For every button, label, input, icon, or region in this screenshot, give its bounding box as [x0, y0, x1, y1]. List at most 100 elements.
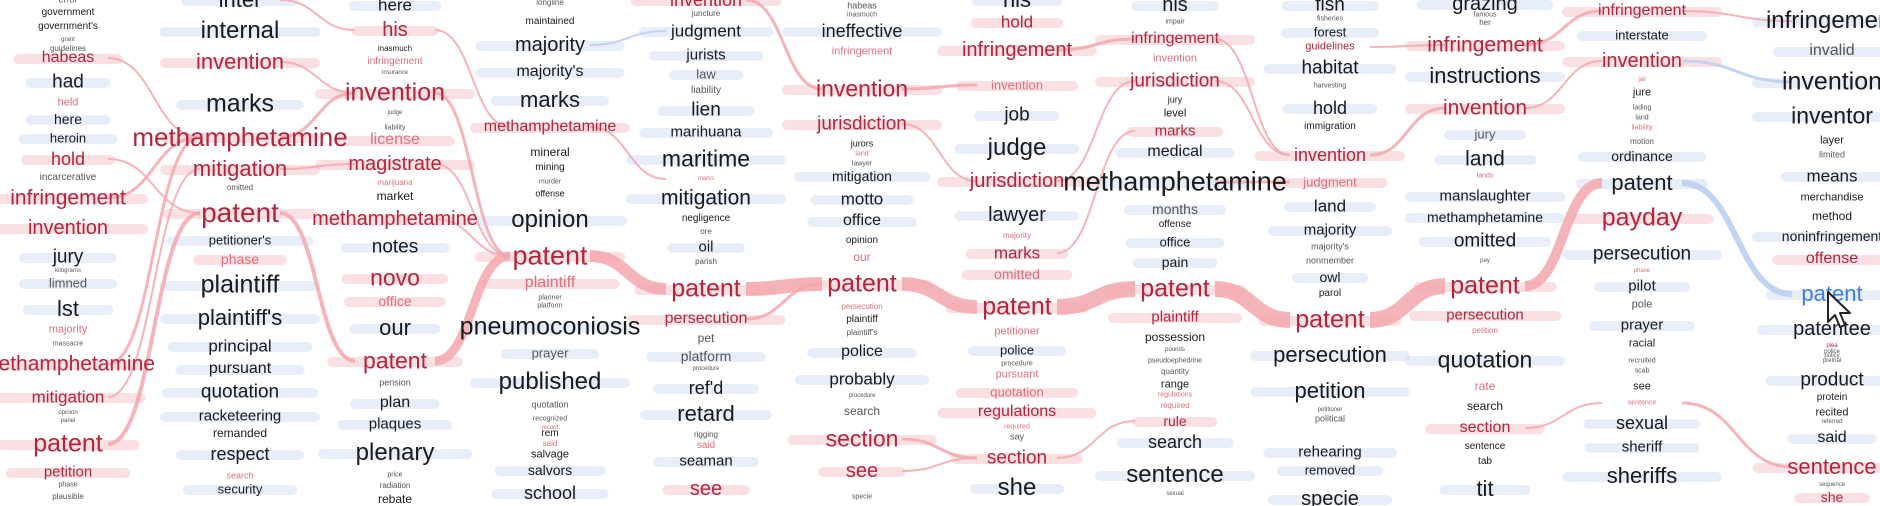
- word-guidelines[interactable]: guidelines: [49, 44, 87, 53]
- word-regulations[interactable]: regulations: [977, 403, 1057, 420]
- word-ordinance[interactable]: ordinance: [1611, 148, 1673, 164]
- word-maritime[interactable]: maritime: [661, 145, 751, 172]
- word-panel[interactable]: panel: [60, 418, 76, 424]
- word-plea[interactable]: plea: [1826, 343, 1838, 349]
- word-opinion[interactable]: opinion: [845, 235, 879, 246]
- word-lien[interactable]: lien: [691, 99, 721, 121]
- word-infringement[interactable]: infringement: [961, 39, 1073, 61]
- word-land[interactable]: land: [1465, 147, 1505, 171]
- word-say[interactable]: say: [1009, 431, 1025, 442]
- word-said[interactable]: said: [1817, 429, 1847, 446]
- word-marks[interactable]: marks: [993, 243, 1041, 263]
- word-ore[interactable]: ore: [700, 227, 712, 236]
- word-phase[interactable]: phase: [220, 251, 260, 267]
- word-invention[interactable]: invention: [815, 75, 909, 102]
- word-persecution[interactable]: persecution: [1446, 306, 1524, 324]
- word-oil[interactable]: oil: [698, 238, 714, 256]
- word-majority[interactable]: majority: [48, 323, 88, 336]
- word-pseudoephedrine[interactable]: pseudoephedrine: [1147, 357, 1203, 365]
- word-our[interactable]: our: [379, 315, 411, 340]
- word-invention[interactable]: invention: [1442, 96, 1528, 120]
- word-sentence[interactable]: sentence: [1787, 454, 1877, 479]
- word-quotation[interactable]: quotation: [531, 399, 569, 410]
- word-regulations[interactable]: regulations: [1157, 391, 1193, 399]
- word-pain[interactable]: pain: [1161, 254, 1189, 270]
- word-possession[interactable]: possession: [1144, 330, 1206, 344]
- word-majority-s[interactable]: majority's: [1311, 241, 1349, 252]
- word-invention[interactable]: invention: [195, 49, 285, 74]
- word-section[interactable]: section: [1459, 419, 1511, 436]
- word-methamphetamine[interactable]: methamphetamine: [1427, 209, 1543, 225]
- word-here[interactable]: here: [53, 111, 83, 127]
- word-invention[interactable]: invention: [1152, 52, 1198, 65]
- word-protein[interactable]: protein: [1816, 392, 1848, 403]
- word-inventor[interactable]: inventor: [1791, 102, 1873, 129]
- word-sentence[interactable]: sentence: [1126, 461, 1224, 488]
- word-record[interactable]: record: [541, 425, 559, 431]
- word-she[interactable]: she: [1820, 489, 1844, 505]
- word-quotation[interactable]: quotation: [1437, 346, 1533, 373]
- word-seaman[interactable]: seaman: [679, 452, 733, 470]
- word-probably[interactable]: probably: [829, 369, 895, 389]
- word-license[interactable]: license: [370, 131, 420, 148]
- word-racketeering[interactable]: racketeering: [198, 407, 282, 425]
- word-marks[interactable]: marks: [1154, 122, 1196, 140]
- word-method[interactable]: method: [1811, 209, 1853, 223]
- word-persecution[interactable]: persecution: [1273, 342, 1387, 367]
- word-hold[interactable]: hold: [1312, 98, 1348, 118]
- word-patent[interactable]: patent: [33, 429, 103, 458]
- word-limned[interactable]: limned: [48, 275, 88, 291]
- word-plaintiff[interactable]: plaintiff: [524, 274, 576, 291]
- word-said[interactable]: said: [696, 440, 716, 451]
- word-grant[interactable]: grant: [61, 37, 75, 43]
- word-petition[interactable]: petition: [1472, 326, 1498, 335]
- word-infringement[interactable]: infringement: [1130, 30, 1220, 47]
- word-fish[interactable]: fish: [1315, 0, 1345, 16]
- word-see[interactable]: see: [689, 478, 723, 500]
- word-patent[interactable]: patent: [201, 197, 279, 228]
- word-longline[interactable]: longline: [536, 0, 564, 7]
- word-procedure[interactable]: procedure: [692, 366, 720, 372]
- word-marks[interactable]: marks: [520, 87, 580, 112]
- word-patent[interactable]: patent: [982, 292, 1052, 321]
- word-search[interactable]: search: [1147, 432, 1203, 452]
- word-here[interactable]: here: [377, 0, 413, 15]
- word-plan[interactable]: plan: [379, 394, 411, 411]
- word-office[interactable]: office: [843, 212, 881, 229]
- word-jurisdiction[interactable]: jurisdiction: [969, 170, 1065, 192]
- word-means[interactable]: means: [1806, 166, 1858, 186]
- word-recruited[interactable]: recruited: [1628, 357, 1656, 365]
- word-majority-s[interactable]: majority's: [516, 63, 584, 80]
- word-jail[interactable]: jail: [1638, 77, 1646, 83]
- word-jure[interactable]: jure: [1632, 86, 1652, 99]
- word-patent[interactable]: patent: [671, 274, 741, 303]
- word-habeas[interactable]: habeas: [41, 49, 95, 66]
- word-sentence[interactable]: sentence: [1464, 441, 1506, 452]
- word-pneumoconiosis[interactable]: pneumoconiosis: [459, 312, 641, 341]
- word-plaintiff[interactable]: plaintiff: [200, 270, 280, 299]
- word-sheriff[interactable]: sheriff: [1621, 438, 1663, 456]
- word-remanded[interactable]: remanded: [212, 426, 268, 440]
- word-prayer[interactable]: prayer: [1620, 316, 1664, 334]
- word-persecution[interactable]: persecution: [841, 302, 883, 311]
- word-pole[interactable]: pole: [1631, 298, 1653, 311]
- word-lst[interactable]: lst: [57, 296, 79, 321]
- word-jurists[interactable]: jurists: [686, 46, 726, 64]
- word-jurisdiction[interactable]: jurisdiction: [1130, 70, 1220, 92]
- word-see[interactable]: see: [845, 460, 879, 482]
- word-published[interactable]: published: [498, 368, 602, 395]
- word-habitat[interactable]: habitat: [1301, 57, 1359, 79]
- word-immigration[interactable]: immigration: [1304, 121, 1356, 132]
- word-inasmuch[interactable]: inasmuch: [377, 44, 413, 53]
- word-referred[interactable]: referred: [1821, 419, 1843, 425]
- word-jurors[interactable]: jurors: [850, 138, 874, 149]
- word-infringement[interactable]: infringement: [10, 186, 126, 210]
- word-forest[interactable]: forest: [1313, 24, 1347, 40]
- word-negligence[interactable]: negligence: [681, 213, 731, 224]
- word-petition[interactable]: petition: [1294, 378, 1366, 403]
- word-layer[interactable]: layer: [1820, 134, 1844, 147]
- word-heroin[interactable]: heroin: [49, 130, 87, 146]
- word-sexual[interactable]: sexual: [1166, 491, 1184, 497]
- word-infringement[interactable]: infringement: [1597, 2, 1687, 19]
- word-patent[interactable]: patent: [1611, 170, 1673, 195]
